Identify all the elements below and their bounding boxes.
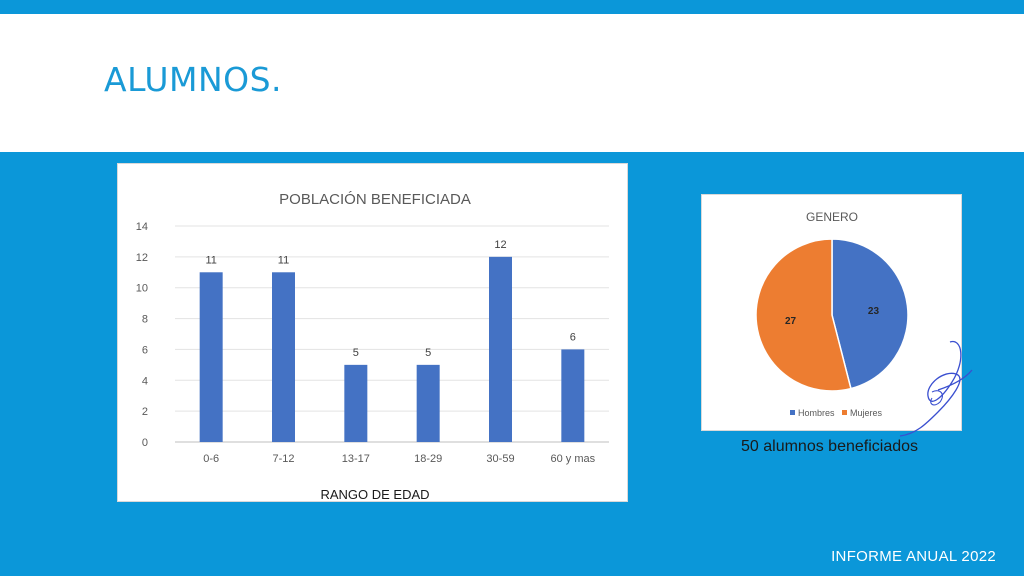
x-tick-label: 30-59 [486,453,514,465]
x-tick-label: 18-29 [414,453,442,465]
report-footer: INFORME ANUAL 2022 [831,548,996,565]
data-label: 12 [494,239,506,251]
bar-13-17 [344,364,368,442]
y-tick-label: 2 [142,406,148,418]
y-tick-label: 10 [136,283,148,295]
bar-7-12 [272,272,295,442]
slide-title: ALUMNOS. [104,60,283,99]
bar-30-59 [489,256,512,442]
pie-title: GENERO [806,210,858,224]
legend-label: Mujeres [850,408,883,418]
chart-title: POBLACIÓN BENEFICIADA [279,191,471,208]
bar-60 y mas [561,349,585,442]
legend-swatch [842,410,847,415]
x-tick-label: 7-12 [272,453,294,465]
legend-swatch [790,410,795,415]
data-label: 11 [205,254,216,266]
x-tick-label: 0-6 [203,453,219,465]
pie-data-label: 27 [785,316,797,327]
y-tick-label: 0 [142,437,148,449]
bar-18-29 [416,364,440,442]
pie-chart-panel: GENERO 23 27 Hombres Mujeres [701,194,962,431]
legend-label: Hombres [798,408,835,418]
beneficiaries-caption: 50 alumnos beneficiados [741,438,919,455]
title-band [0,14,1024,152]
signature-scribble [899,341,973,437]
pie-chart: GENERO 23 27 Hombres Mujeres [755,210,909,418]
data-label: 6 [570,331,576,343]
x-tick-label: 60 y mas [551,453,596,465]
x-tick-label: 13-17 [342,453,370,465]
bar-0-6 [199,272,223,442]
data-label: 11 [278,254,289,266]
y-tick-label: 12 [136,252,148,264]
y-tick-label: 6 [142,344,148,356]
pie-slice-mujeres [755,238,852,392]
bar-chart-panel: POBLACIÓN BENEFICIADA 0 2 4 6 8 10 12 14 11 0-6 11 7… [117,163,628,502]
y-tick-label: 4 [142,375,148,387]
data-label: 5 [425,347,431,359]
bar-chart: POBLACIÓN BENEFICIADA 0 2 4 6 8 10 12 14 11 0-6 11 7… [136,191,609,502]
data-label: 5 [353,347,359,359]
x-axis-label: RANGO DE EDAD [320,487,429,502]
pie-data-label: 23 [868,306,880,317]
y-tick-label: 8 [142,314,148,326]
pie-slice-hombres [831,238,909,390]
y-tick-label: 14 [136,221,148,233]
